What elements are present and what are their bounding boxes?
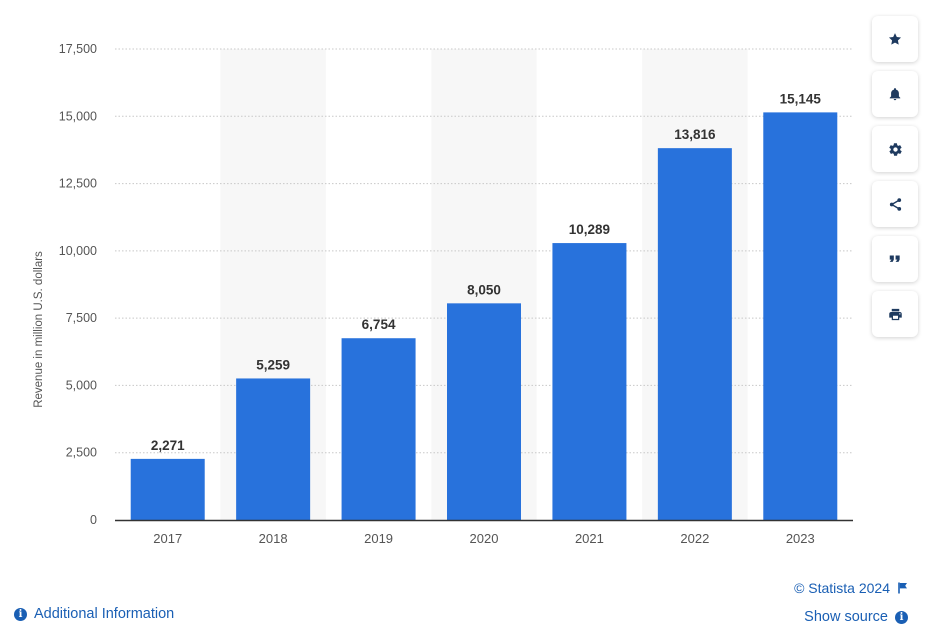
share-button[interactable] (872, 181, 918, 227)
value-label: 13,816 (674, 127, 716, 142)
star-icon (888, 33, 902, 45)
additional-information-link[interactable]: i Additional Information (14, 606, 174, 622)
print-icon (888, 308, 902, 320)
info-icon: i (14, 607, 27, 621)
value-label: 15,145 (780, 91, 822, 106)
x-tick-label: 2019 (364, 531, 393, 546)
gear-icon (888, 142, 902, 156)
y-tick-label: 2,500 (66, 446, 97, 460)
y-tick-label: 7,500 (66, 311, 97, 325)
y-tick-label: 12,500 (59, 177, 97, 191)
bell-icon (889, 88, 901, 101)
x-tick-label: 2021 (575, 531, 604, 546)
x-tick-label: 2023 (786, 531, 815, 546)
x-tick-label: 2017 (153, 531, 182, 546)
y-tick-label: 10,000 (59, 244, 97, 258)
value-label: 5,259 (256, 357, 290, 372)
settings-button[interactable] (872, 126, 918, 172)
notification-button[interactable] (872, 71, 918, 117)
value-label: 10,289 (569, 222, 610, 237)
bar (130, 458, 205, 520)
show-source-link[interactable]: Show source i (804, 609, 908, 625)
print-button[interactable] (872, 291, 918, 337)
x-tick-label: 2022 (680, 531, 709, 546)
quote-icon (889, 255, 900, 262)
copyright-text: © Statista 2024 (794, 580, 890, 596)
show-source-label: Show source (804, 609, 888, 625)
favorite-button[interactable] (872, 16, 918, 62)
copyright-line: © Statista 2024 (794, 580, 908, 596)
y-tick-label: 0 (90, 513, 97, 527)
side-toolbar (872, 16, 920, 346)
bar-chart: 0 2,500 5,000 7,500 10,000 12,500 15,000 17,500… (33, 42, 853, 546)
info-icon: i (895, 610, 908, 624)
bar (236, 378, 311, 520)
x-tick-label: 2018 (259, 531, 288, 546)
y-tick-label: 15,000 (59, 109, 97, 123)
bar (341, 338, 416, 520)
cite-button[interactable] (872, 236, 918, 282)
value-label: 8,050 (467, 282, 501, 297)
y-axis-title: Revenue in million U.S. dollars (33, 251, 45, 408)
value-label: 2,271 (151, 438, 185, 453)
x-tick-label: 2020 (470, 531, 499, 546)
flag-icon[interactable] (898, 582, 908, 594)
bar (763, 112, 838, 520)
bar (657, 148, 732, 520)
share-icon (889, 197, 901, 211)
additional-information-label: Additional Information (34, 606, 175, 622)
value-label: 6,754 (362, 317, 396, 332)
y-tick-label: 17,500 (59, 42, 97, 56)
bar (552, 243, 627, 520)
bar (447, 303, 521, 520)
y-tick-label: 5,000 (66, 378, 97, 392)
